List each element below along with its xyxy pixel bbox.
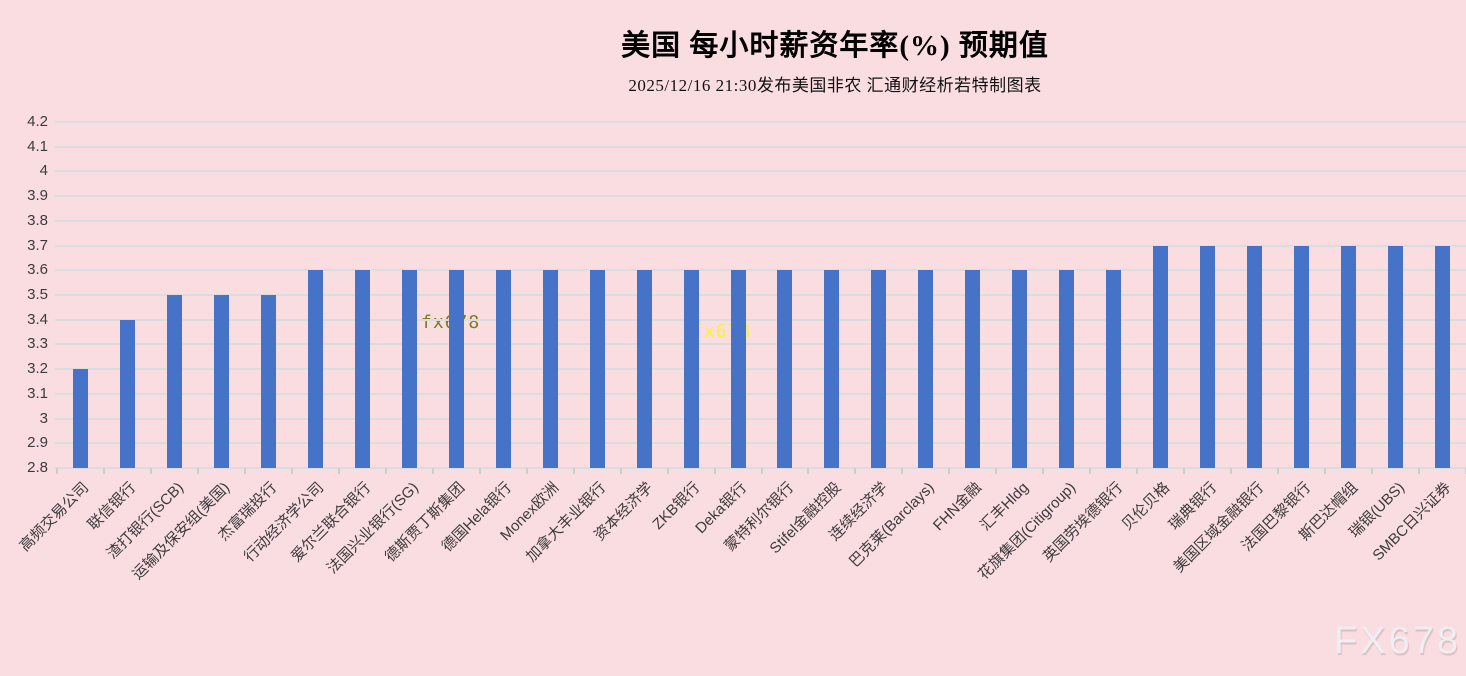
axis-tick xyxy=(196,468,199,474)
chart-header: 美国 每小时薪资年率(%) 预期值 2025/12/16 21:30发布美国非农… xyxy=(204,22,1466,96)
gridline xyxy=(55,442,1466,445)
gridline xyxy=(55,294,1466,296)
axis-tick xyxy=(854,468,857,474)
gridline xyxy=(55,121,1466,123)
bar xyxy=(918,270,934,468)
y-tick-label: 4.1 xyxy=(27,137,48,155)
axis-tick xyxy=(1136,468,1139,474)
axis-tick xyxy=(290,468,293,474)
axis-tick xyxy=(149,468,152,474)
axis-tick xyxy=(243,468,246,474)
axis-tick xyxy=(666,468,669,474)
bar xyxy=(401,270,417,468)
gridline xyxy=(55,368,1466,371)
x-tick-label: 贝伦贝格 xyxy=(1118,479,1173,534)
bar xyxy=(730,270,746,468)
gridline xyxy=(55,343,1466,346)
bar xyxy=(166,295,182,468)
axis-tick xyxy=(1277,468,1280,474)
y-tick-label: 3.8 xyxy=(27,211,48,229)
axis-tick xyxy=(901,468,904,474)
y-tick-label: 3.6 xyxy=(27,261,48,279)
axis-tick xyxy=(525,468,528,474)
watermark-fx678-corner: FX678 xyxy=(1334,620,1461,662)
bar xyxy=(213,295,229,468)
gridline xyxy=(55,244,1466,247)
y-tick-label: 3.9 xyxy=(27,187,48,205)
bar xyxy=(777,270,793,468)
y-tick-label: 3 xyxy=(39,409,48,427)
y-tick-label: 3.2 xyxy=(27,360,48,378)
y-tick-label: 3.4 xyxy=(27,310,48,328)
x-tick-label: 高频交易公司 xyxy=(16,479,93,555)
axis-tick xyxy=(807,468,810,474)
y-tick-label: 3.3 xyxy=(27,335,48,353)
bar xyxy=(871,270,887,468)
axis-tick xyxy=(56,468,58,474)
axis-tick xyxy=(1324,468,1327,474)
bar xyxy=(683,270,699,468)
bar xyxy=(448,270,464,468)
bar xyxy=(1106,270,1122,468)
bar xyxy=(589,270,605,468)
bar xyxy=(260,295,276,468)
bar xyxy=(965,270,981,468)
bar xyxy=(1341,245,1357,468)
axis-tick xyxy=(478,468,481,474)
axis-tick xyxy=(102,468,105,474)
bar xyxy=(1059,270,1075,468)
gridline xyxy=(55,318,1466,321)
y-tick-label: 2.9 xyxy=(27,434,48,452)
chart-subtitle: 2025/12/16 21:30发布美国非农 汇通财经析若特制图表 xyxy=(628,76,1042,95)
axis-tick xyxy=(619,468,622,474)
y-tick-label: 4.2 xyxy=(27,113,48,130)
gridline xyxy=(55,392,1466,395)
y-tick-label: 3.7 xyxy=(27,236,48,254)
x-tick-label: FHN金融 xyxy=(929,479,986,535)
axis-tick xyxy=(713,468,716,474)
bar xyxy=(1247,245,1263,468)
bar xyxy=(1153,245,1169,468)
axis-tick xyxy=(337,468,340,474)
y-tick-label: 2.8 xyxy=(27,459,48,476)
gridline xyxy=(55,269,1466,272)
bar xyxy=(1388,245,1404,468)
axis-tick xyxy=(948,468,951,474)
bar xyxy=(119,319,135,468)
chart-title: 美国 每小时薪资年率(%) 预期值 xyxy=(621,30,1049,62)
axis-tick xyxy=(1183,468,1186,474)
axis-tick xyxy=(1089,468,1092,474)
axis-tick xyxy=(995,468,998,474)
axis-tick xyxy=(1042,468,1045,474)
bar xyxy=(354,270,370,468)
y-tick-label: 3.1 xyxy=(27,384,48,402)
gridline xyxy=(55,170,1466,173)
bar xyxy=(495,270,511,468)
axis-tick xyxy=(431,468,434,474)
gridline xyxy=(55,219,1466,222)
bar xyxy=(72,369,88,468)
axis-tick xyxy=(760,468,763,474)
gridline xyxy=(55,417,1466,420)
bar xyxy=(1012,270,1028,468)
bar xyxy=(1200,245,1216,468)
bar xyxy=(1294,245,1310,468)
axis-tick xyxy=(384,468,387,474)
bar xyxy=(1435,245,1451,468)
y-tick-label: 3.5 xyxy=(27,286,48,303)
axis-tick xyxy=(1418,468,1421,474)
gridline xyxy=(55,195,1466,198)
bar xyxy=(307,270,323,468)
gridline xyxy=(55,145,1466,148)
axis-tick xyxy=(572,468,575,474)
bar xyxy=(824,270,840,468)
y-tick-label: 4 xyxy=(39,162,48,180)
axis-tick xyxy=(1230,468,1233,474)
axis-tick xyxy=(1371,468,1374,474)
bar xyxy=(542,270,558,468)
bar xyxy=(636,270,652,468)
